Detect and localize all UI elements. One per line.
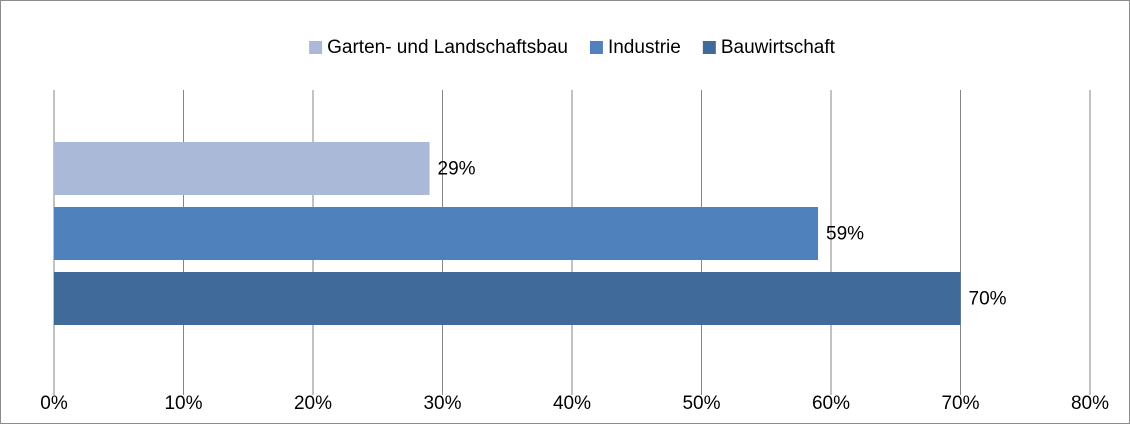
x-tick-label: 40% xyxy=(553,393,591,414)
data-label: 59% xyxy=(826,224,864,245)
x-tick-label: 80% xyxy=(1071,393,1109,414)
data-label: 70% xyxy=(969,289,1007,310)
x-tick-label: 0% xyxy=(40,393,68,414)
legend-swatch xyxy=(309,41,323,54)
x-tick-label: 30% xyxy=(423,393,461,414)
legend: Garten- und Landschaftsbau Industrie Bauwi… xyxy=(309,37,836,58)
x-tick-label: 70% xyxy=(941,393,979,414)
x-tick-label: 50% xyxy=(682,393,720,414)
x-tick-label: 10% xyxy=(164,393,202,414)
bar xyxy=(54,142,430,195)
legend-swatch xyxy=(702,41,716,54)
legend-label: Bauwirtschaft xyxy=(721,37,836,58)
legend-label: Garten- und Landschaftsbau xyxy=(327,37,568,58)
bar xyxy=(54,272,961,325)
legend-label: Industrie xyxy=(608,37,681,58)
data-label: 29% xyxy=(438,159,476,180)
x-tick-label: 20% xyxy=(294,393,332,414)
bar xyxy=(54,207,819,260)
x-tick-label: 60% xyxy=(812,393,850,414)
legend-swatch xyxy=(589,41,603,54)
